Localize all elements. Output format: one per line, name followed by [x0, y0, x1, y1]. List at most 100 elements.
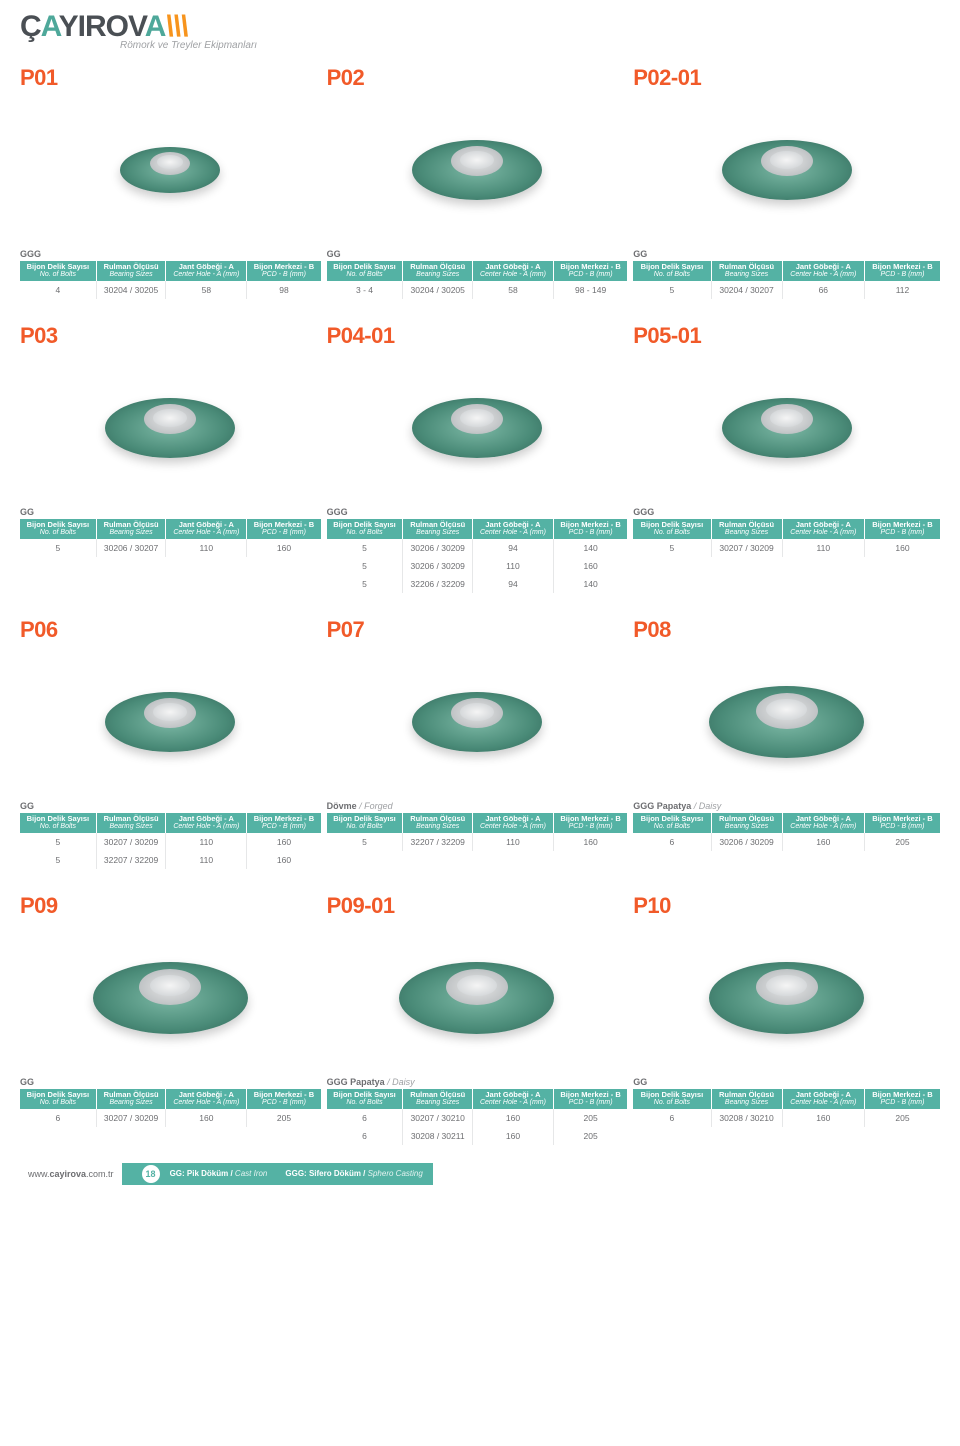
legend-ggg-b: Sphero Casting	[368, 1169, 423, 1178]
table-cell: 5	[20, 539, 96, 557]
spec-header: Jant Göbeği - ACenter Hole - A (mm)	[166, 1089, 247, 1109]
hub-illustration	[105, 398, 235, 458]
table-cell: 30204 / 30205	[96, 281, 166, 299]
spec-header: Rulman ÖlçüsüBearing Sizes	[96, 813, 166, 833]
material-label: GG	[633, 249, 940, 259]
spec-header: Rulman ÖlçüsüBearing Sizes	[711, 519, 782, 539]
footer-bar: 18 GG: Pik Döküm / Cast Iron GGG: Sifero…	[122, 1163, 433, 1185]
spec-header: Bijon Delik SayısıNo. of Bolts	[633, 1089, 711, 1109]
product-image-area	[327, 923, 628, 1073]
spec-header: Bijon Delik SayısıNo. of Bolts	[327, 519, 403, 539]
spec-table: Bijon Delik SayısıNo. of BoltsRulman Ölç…	[327, 813, 628, 851]
brand-tagline: Römork ve Treyler Ekipmanları	[120, 40, 940, 51]
spec-header: Bijon Delik SayısıNo. of Bolts	[20, 1089, 96, 1109]
hub-illustration	[412, 140, 542, 200]
spec-header: Jant Göbeği - ACenter Hole - A (mm)	[473, 813, 554, 833]
spec-header: Jant Göbeği - ACenter Hole - A (mm)	[166, 261, 247, 281]
product-cell: P05-01GGGBijon Delik SayısıNo. of BoltsR…	[633, 317, 940, 593]
table-cell: 58	[166, 281, 247, 299]
spec-header: Bijon Delik SayısıNo. of Bolts	[327, 813, 403, 833]
material-label: GGG Papatya / Daisy	[327, 1077, 628, 1087]
spec-header: Rulman ÖlçüsüBearing Sizes	[403, 519, 473, 539]
spec-header: Bijon Merkezi - BPCD - B (mm)	[865, 1089, 940, 1109]
table-cell: 30207 / 30209	[96, 833, 166, 851]
material-label: Dövme / Forged	[327, 801, 628, 811]
spec-header: Bijon Delik SayısıNo. of Bolts	[327, 261, 403, 281]
hub-illustration	[120, 147, 220, 193]
table-cell: 5	[327, 575, 403, 593]
table-cell: 4	[20, 281, 96, 299]
table-cell: 160	[247, 539, 321, 557]
spec-table: Bijon Delik SayısıNo. of BoltsRulman Ölç…	[20, 813, 321, 869]
spec-header: Rulman ÖlçüsüBearing Sizes	[711, 261, 782, 281]
table-row: 630206 / 30209160205	[633, 833, 940, 851]
table-cell: 6	[633, 833, 711, 851]
table-row: 630208 / 30210160205	[633, 1109, 940, 1127]
spec-header: Bijon Merkezi - BPCD - B (mm)	[247, 261, 321, 281]
spec-header: Rulman ÖlçüsüBearing Sizes	[403, 813, 473, 833]
table-cell: 98 - 149	[553, 281, 627, 299]
spec-header: Rulman ÖlçüsüBearing Sizes	[96, 1089, 166, 1109]
spec-header: Bijon Delik SayısıNo. of Bolts	[633, 519, 711, 539]
brand-logo: ÇAYIROVA\\\	[20, 10, 940, 44]
material-label: GG	[327, 249, 628, 259]
spec-header: Bijon Merkezi - BPCD - B (mm)	[247, 1089, 321, 1109]
product-image-area	[20, 923, 321, 1073]
logo-block: ÇAYIROVA\\\ Römork ve Treyler Ekipmanlar…	[20, 10, 940, 51]
table-cell: 5	[327, 539, 403, 557]
table-cell: 110	[166, 851, 247, 869]
product-image-area	[633, 353, 940, 503]
product-image-area	[633, 923, 940, 1073]
product-cell: P08GGG Papatya / DaisyBijon Delik Sayısı…	[633, 611, 940, 869]
table-cell: 6	[327, 1127, 403, 1145]
table-cell: 160	[473, 1109, 554, 1127]
product-code: P01	[20, 65, 321, 91]
table-cell: 30207 / 30209	[711, 539, 782, 557]
product-image-area	[20, 647, 321, 797]
spec-header: Bijon Merkezi - BPCD - B (mm)	[865, 813, 940, 833]
hub-illustration	[412, 398, 542, 458]
table-cell: 112	[865, 281, 940, 299]
product-cell: P03GGBijon Delik SayısıNo. of BoltsRulma…	[20, 317, 327, 593]
spec-header: Bijon Delik SayısıNo. of Bolts	[633, 813, 711, 833]
hub-illustration	[399, 962, 554, 1034]
table-cell: 160	[473, 1127, 554, 1145]
product-code: P04-01	[327, 323, 628, 349]
spec-table: Bijon Delik SayısıNo. of BoltsRulman Ölç…	[327, 1089, 628, 1145]
table-cell: 5	[327, 557, 403, 575]
product-cell: P02GGBijon Delik SayısıNo. of BoltsRulma…	[327, 59, 634, 299]
spec-header: Rulman ÖlçüsüBearing Sizes	[403, 1089, 473, 1109]
product-cell: P09-01GGG Papatya / DaisyBijon Delik Say…	[327, 887, 634, 1145]
table-row: 532207 / 32209110160	[327, 833, 628, 851]
table-cell: 110	[166, 539, 247, 557]
table-cell: 30206 / 30209	[403, 557, 473, 575]
spec-header: Jant Göbeği - ACenter Hole - A (mm)	[782, 261, 865, 281]
table-cell: 94	[473, 539, 554, 557]
product-row: P09GGBijon Delik SayısıNo. of BoltsRulma…	[20, 887, 940, 1145]
product-row: P03GGBijon Delik SayısıNo. of BoltsRulma…	[20, 317, 940, 593]
hub-illustration	[105, 692, 235, 752]
spec-header: Jant Göbeği - ACenter Hole - A (mm)	[166, 813, 247, 833]
spec-header: Bijon Delik SayısıNo. of Bolts	[633, 261, 711, 281]
product-grid: P01GGGBijon Delik SayısıNo. of BoltsRulm…	[20, 59, 940, 1145]
table-row: 532206 / 3220994140	[327, 575, 628, 593]
product-image-area	[327, 95, 628, 245]
table-cell: 205	[553, 1127, 627, 1145]
spec-header: Rulman ÖlçüsüBearing Sizes	[403, 261, 473, 281]
table-cell: 94	[473, 575, 554, 593]
spec-table: Bijon Delik SayısıNo. of BoltsRulman Ölç…	[633, 813, 940, 851]
table-cell: 110	[473, 833, 554, 851]
table-cell: 5	[20, 851, 96, 869]
material-label: GG	[633, 1077, 940, 1087]
legend-gg-b: Cast Iron	[235, 1169, 267, 1178]
page-number: 18	[142, 1165, 160, 1183]
table-row: 530204 / 3020766112	[633, 281, 940, 299]
table-cell: 160	[553, 557, 627, 575]
product-image-area	[327, 353, 628, 503]
product-code: P08	[633, 617, 940, 643]
product-row: P01GGGBijon Delik SayısıNo. of BoltsRulm…	[20, 59, 940, 299]
table-cell: 30208 / 30210	[711, 1109, 782, 1127]
spec-header: Bijon Merkezi - BPCD - B (mm)	[247, 813, 321, 833]
hub-illustration	[722, 140, 852, 200]
material-label: GGG	[633, 507, 940, 517]
